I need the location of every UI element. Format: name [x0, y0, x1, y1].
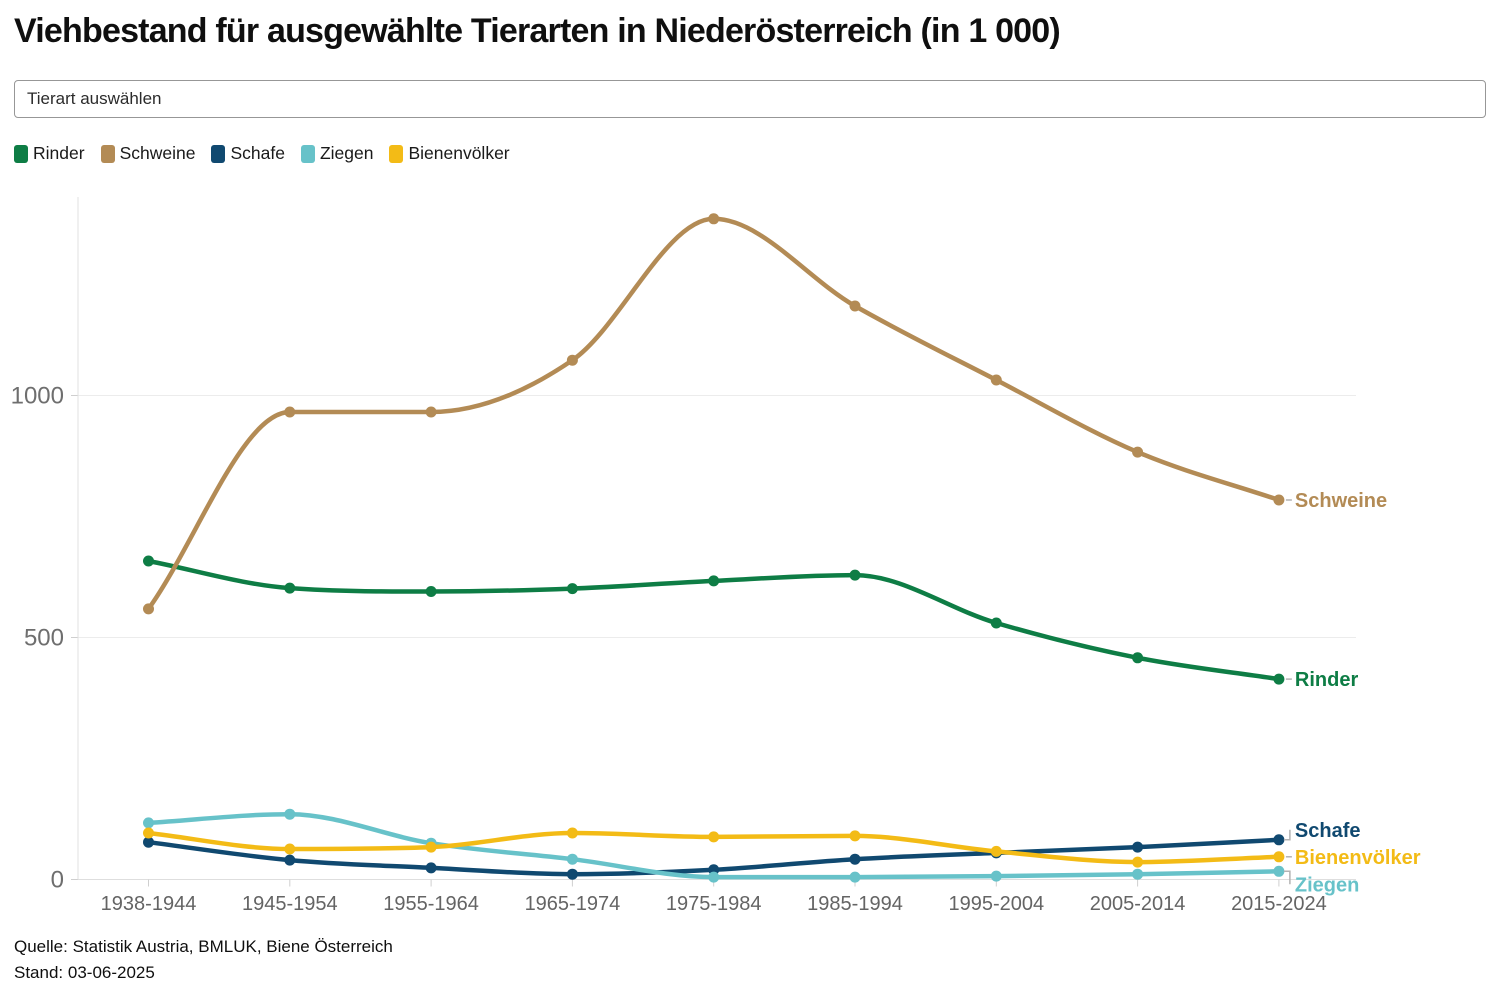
legend-swatch [389, 144, 404, 163]
data-point-schweine[interactable] [708, 213, 720, 225]
legend-label: Ziegen [319, 143, 374, 163]
x-tick-label: 1955-1964 [383, 893, 479, 915]
series-rinder [143, 555, 1285, 685]
data-point-rinder[interactable] [1273, 673, 1285, 685]
tierart-select-placeholder: Tierart auswählen [27, 89, 162, 108]
y-tick-label: 1000 [11, 383, 64, 410]
page-title: Viehbestand für ausgewählte Tierarten in… [14, 12, 1061, 50]
data-point-schweine[interactable] [284, 406, 296, 418]
legend-label: Bienenvölker [408, 143, 510, 163]
legend-label: Schweine [119, 143, 196, 163]
data-point-ziegen[interactable] [566, 853, 578, 865]
data-point-bienenvlker[interactable] [849, 830, 861, 842]
legend-swatch [211, 144, 226, 163]
data-point-bienenvlker[interactable] [425, 841, 437, 853]
legend: Rinder Schweine Schafe Ziegen Bienenvölker [14, 143, 510, 164]
y-tick-label: 500 [24, 625, 64, 652]
series-bienenvlker [143, 827, 1285, 868]
data-point-schafe[interactable] [143, 836, 154, 848]
data-point-ziegen[interactable] [1273, 865, 1285, 877]
x-tick-label: 2005-2014 [1090, 893, 1186, 915]
data-point-bienenvlker[interactable] [143, 827, 154, 839]
legend-swatch [100, 144, 115, 163]
data-point-schafe[interactable] [1132, 841, 1144, 853]
tierart-select[interactable]: Tierart auswählen [14, 80, 1486, 118]
data-point-schweine[interactable] [143, 603, 154, 615]
legend-item-schweine: Schweine [100, 143, 196, 164]
data-point-bienenvlker[interactable] [1273, 851, 1285, 863]
label-connector-schafe [1283, 829, 1291, 841]
data-point-schafe[interactable] [566, 868, 578, 880]
data-point-rinder[interactable] [425, 586, 437, 597]
series-end-label-schafe: Schafe [1295, 820, 1361, 842]
legend-swatch [300, 144, 315, 163]
data-point-ziegen[interactable] [284, 808, 296, 820]
series-end-label-bienenvlker: Bienenvölker [1295, 847, 1421, 869]
data-point-schafe[interactable] [284, 854, 296, 866]
legend-swatch [14, 144, 28, 163]
x-tick-label: 1938-1944 [101, 893, 197, 915]
x-tick-label: 1945-1954 [242, 893, 338, 915]
legend-item-bienenvlker: Bienenvölker [389, 143, 510, 164]
series-end-label-ziegen: Ziegen [1295, 874, 1359, 896]
legend-label: Schafe [230, 143, 285, 163]
data-point-bienenvlker[interactable] [708, 831, 720, 843]
data-point-bienenvlker[interactable] [990, 845, 1002, 857]
source-line: Quelle: Statistik Austria, BMLUK, Biene … [14, 937, 393, 956]
data-point-ziegen[interactable] [1132, 868, 1144, 880]
data-point-rinder[interactable] [1132, 652, 1144, 664]
data-point-schafe[interactable] [425, 862, 437, 874]
x-tick-label: 1995-2004 [948, 893, 1044, 915]
data-point-bienenvlker[interactable] [1132, 856, 1144, 868]
x-tick-label: 1965-1974 [525, 893, 621, 915]
data-point-schafe[interactable] [1273, 834, 1285, 846]
y-tick-label: 0 [51, 867, 64, 894]
series-line-schweine [146, 216, 1282, 612]
legend-item-rinder: Rinder [14, 143, 85, 164]
legend-label: Rinder [33, 143, 85, 163]
data-point-schweine[interactable] [1132, 446, 1144, 458]
data-point-rinder[interactable] [990, 617, 1002, 629]
data-point-ziegen[interactable] [708, 871, 720, 883]
data-point-ziegen[interactable] [849, 871, 861, 883]
legend-item-schafe: Schafe [211, 143, 285, 164]
x-tick-label: 2015-2024 [1231, 893, 1327, 915]
source-note: Quelle: Statistik Austria, BMLUK, Biene … [14, 934, 393, 986]
data-point-rinder[interactable] [143, 555, 154, 567]
data-point-schafe[interactable] [849, 853, 861, 865]
label-connector-ziegen [1283, 870, 1291, 885]
data-point-rinder[interactable] [566, 583, 578, 595]
x-tick-label: 1975-1984 [666, 893, 762, 915]
stand-line: Stand: 03-06-2025 [14, 963, 155, 982]
data-point-ziegen[interactable] [143, 817, 154, 829]
series-end-label-rinder: Rinder [1295, 669, 1359, 691]
data-point-bienenvlker[interactable] [284, 843, 296, 855]
data-point-schweine[interactable] [1273, 494, 1285, 506]
data-point-bienenvlker[interactable] [566, 827, 578, 839]
legend-item-ziegen: Ziegen [300, 143, 374, 164]
data-point-schweine[interactable] [990, 374, 1002, 386]
series-end-label-schweine: Schweine [1295, 490, 1387, 512]
series-schweine [143, 213, 1285, 615]
data-point-ziegen[interactable] [990, 870, 1002, 882]
data-point-schweine[interactable] [566, 354, 578, 366]
data-point-rinder[interactable] [284, 582, 296, 594]
x-tick-label: 1985-1994 [807, 893, 903, 915]
data-point-schweine[interactable] [425, 406, 437, 418]
data-point-rinder[interactable] [708, 575, 720, 587]
data-point-schweine[interactable] [849, 300, 861, 312]
data-point-rinder[interactable] [849, 569, 861, 581]
